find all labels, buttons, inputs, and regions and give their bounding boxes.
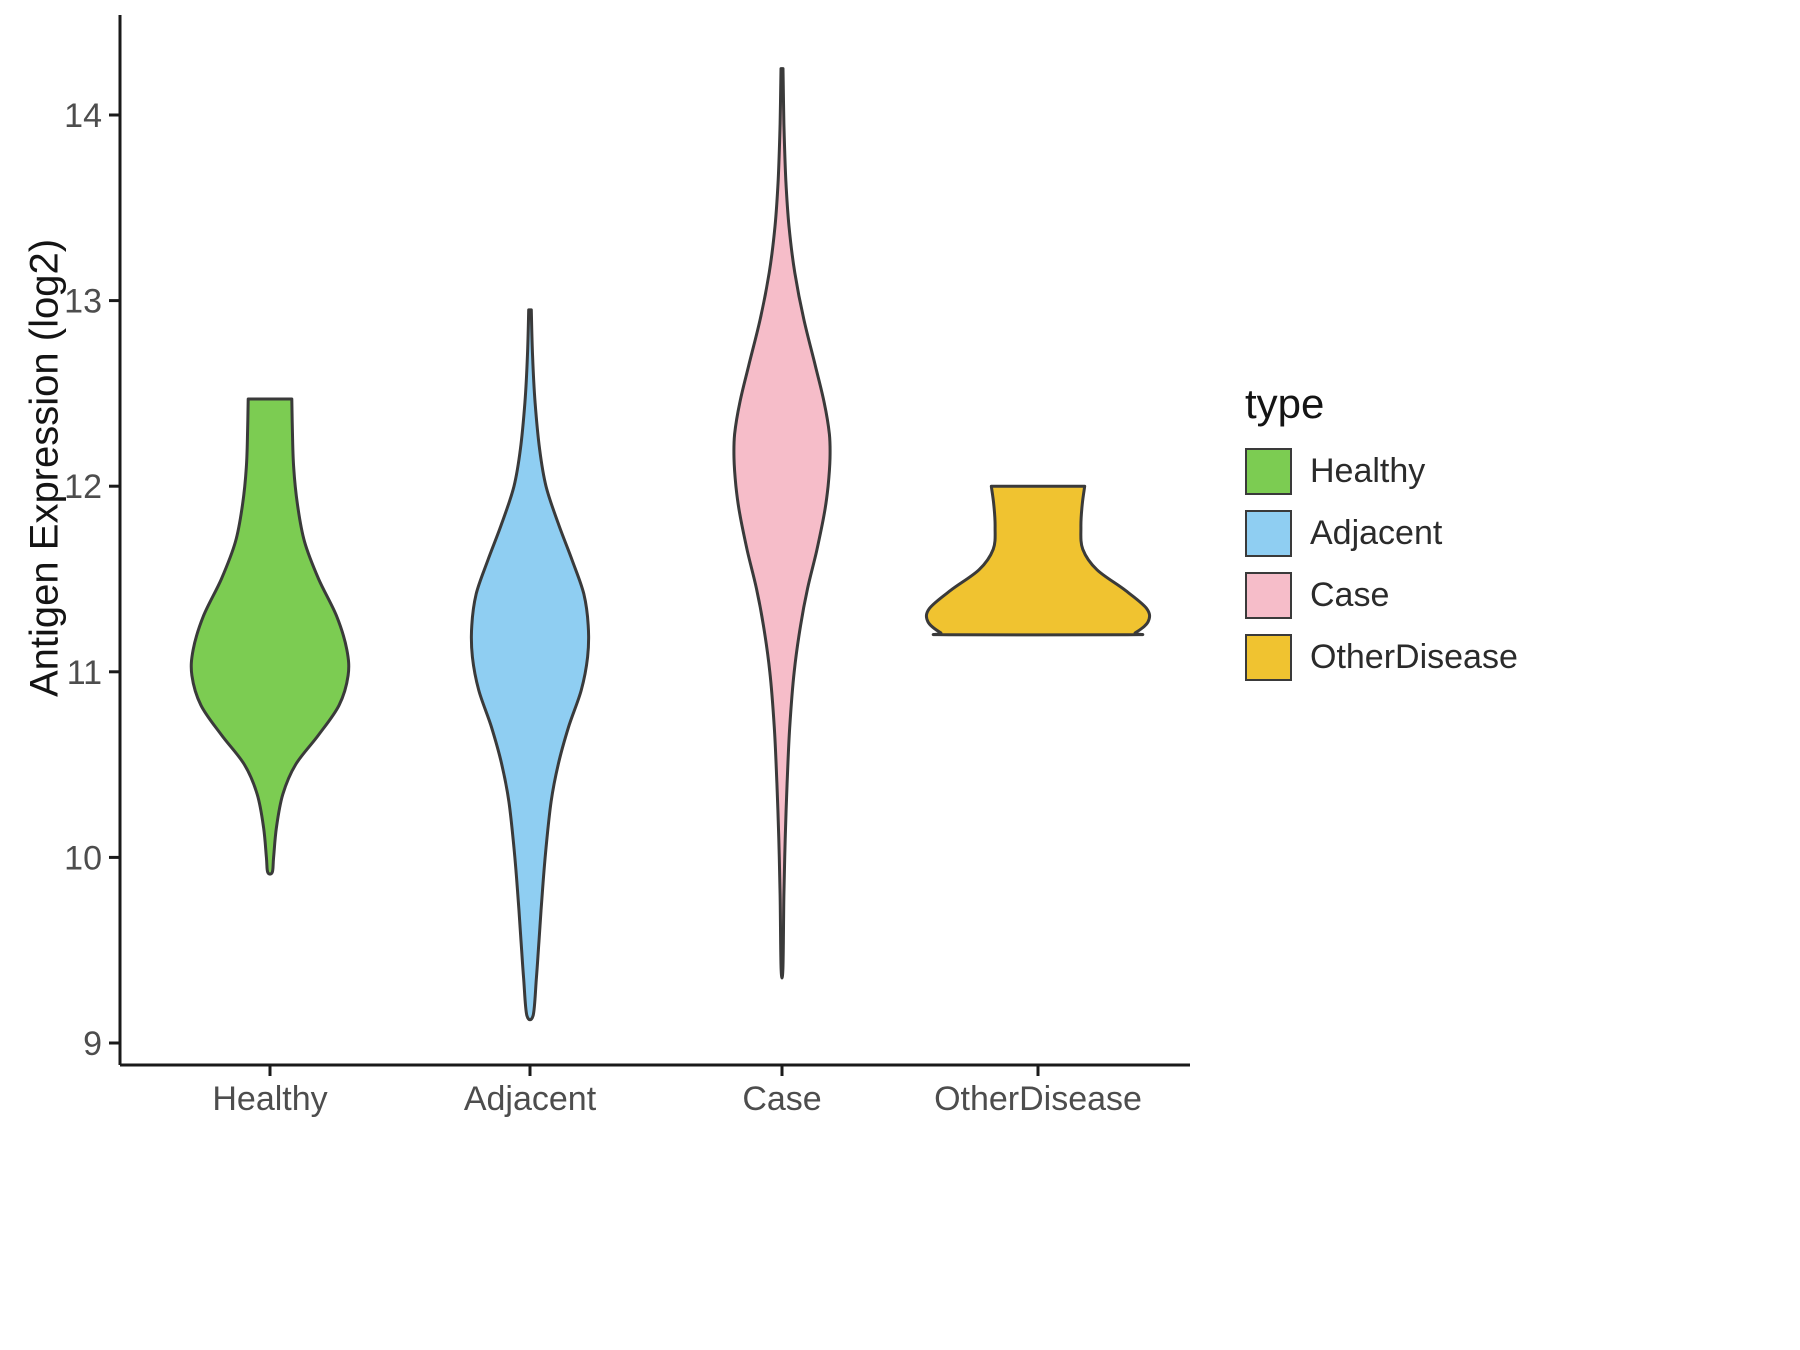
legend-swatch-case: [1245, 572, 1292, 619]
legend-label-adjacent: Adjacent: [1310, 514, 1443, 552]
legend-label-otherdisease: OtherDisease: [1310, 638, 1518, 676]
y-tick-label: 11: [67, 654, 102, 692]
y-tick-label: 12: [64, 468, 102, 506]
violin-case: [732, 67, 832, 980]
violin-otherdisease: [924, 484, 1152, 637]
y-axis-title: Antigen Expression (log2): [22, 238, 67, 698]
legend: type Healthy Adjacent Case OtherDisease: [1245, 380, 1518, 696]
legend-item-case: Case: [1245, 572, 1518, 619]
legend-item-otherdisease: OtherDisease: [1245, 634, 1518, 681]
y-tick-label: 9: [83, 1025, 102, 1063]
y-tick-label: 13: [64, 283, 102, 321]
x-tick-label-healthy: Healthy: [212, 1080, 327, 1118]
x-tick-label-adjacent: Adjacent: [464, 1080, 597, 1118]
y-tick-label: 14: [64, 97, 102, 135]
violin-adjacent: [469, 308, 591, 1022]
x-tick-label-otherdisease: OtherDisease: [934, 1080, 1142, 1118]
legend-label-case: Case: [1310, 576, 1390, 614]
legend-title: type: [1245, 380, 1325, 427]
legend-swatch-adjacent: [1245, 510, 1292, 557]
legend-item-adjacent: Adjacent: [1245, 510, 1518, 557]
legend-label-healthy: Healthy: [1310, 452, 1426, 490]
legend-swatch-otherdisease: [1245, 634, 1292, 681]
legend-swatch-healthy: [1245, 448, 1292, 495]
legend-item-healthy: Healthy: [1245, 448, 1518, 495]
y-tick-label: 10: [64, 839, 102, 877]
x-tick-label-case: Case: [742, 1080, 821, 1118]
violin-healthy: [189, 397, 351, 876]
